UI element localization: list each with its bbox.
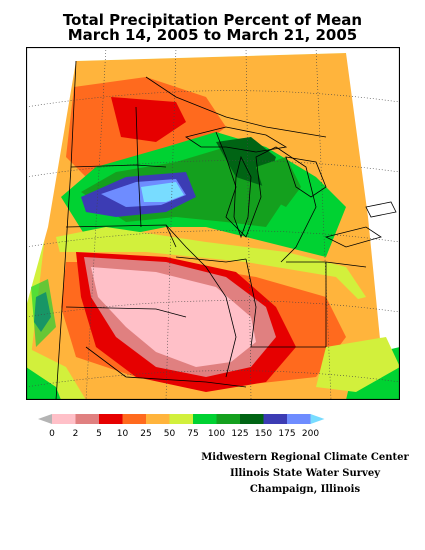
legend-tick-label: 0 <box>49 429 55 439</box>
credit-line-2: Illinois State Water Survey <box>229 468 381 479</box>
precipitation-map <box>26 47 400 400</box>
legend-arrow-low <box>38 414 52 424</box>
legend-swatch <box>240 414 264 424</box>
credit-line-1: Midwestern Regional Climate Center <box>201 452 409 463</box>
legend-tick-label: 75 <box>187 429 198 439</box>
legend-swatch <box>216 414 240 424</box>
legend-swatch <box>146 414 170 424</box>
map-date-range: March 14, 2005 to March 21, 2005 <box>67 26 358 44</box>
legend-tick-label: 125 <box>231 429 248 439</box>
legend-tick-label: 5 <box>96 429 102 439</box>
legend-tick-label: 150 <box>255 429 272 439</box>
legend-tick-label: 200 <box>302 429 319 439</box>
legend-tick-label: 50 <box>164 429 176 439</box>
great-lakes-outlines <box>185 126 397 248</box>
legend-swatch <box>287 414 311 424</box>
legend-swatch <box>75 414 99 424</box>
credit-line-3: Champaign, Illinois <box>249 484 361 495</box>
no-data-region <box>26 47 400 400</box>
legend-swatch <box>122 414 146 424</box>
legend-tick-label: 100 <box>208 429 225 439</box>
legend-tick-label: 25 <box>140 429 151 439</box>
legend-arrow-high <box>310 414 325 424</box>
legend-swatch <box>99 414 123 424</box>
legend-tick-label: 2 <box>73 429 79 439</box>
color-legend: 0 2 5 10 25 50 75 100 125 150 175 200 <box>38 414 325 439</box>
map-title: Total Precipitation Percent of Mean <box>62 11 363 29</box>
legend-tick-label: 175 <box>278 429 295 439</box>
legend-swatch <box>169 414 193 424</box>
legend-tick-label: 10 <box>117 429 129 439</box>
legend-swatch <box>263 414 287 424</box>
legend-swatch <box>52 414 76 424</box>
legend-swatch <box>193 414 217 424</box>
map-frame <box>26 47 400 400</box>
state-boundaries <box>55 60 367 400</box>
